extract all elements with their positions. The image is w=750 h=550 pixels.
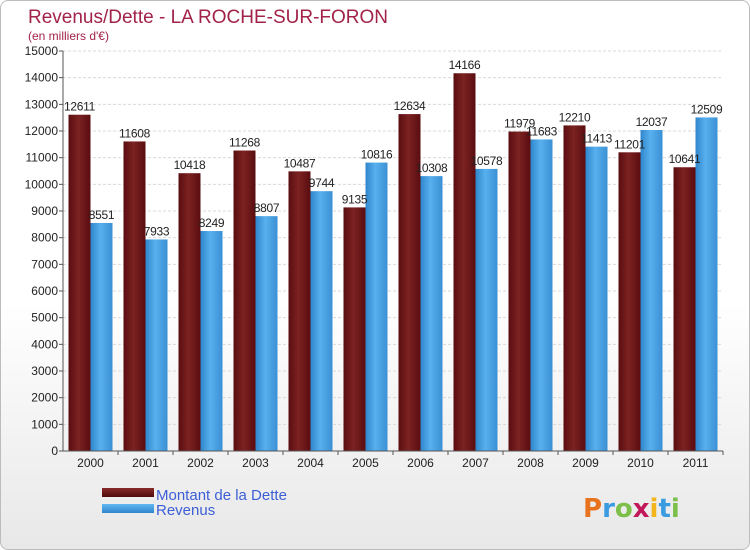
bar-dette xyxy=(618,152,641,451)
legend-label-dette: Montant de la Dette xyxy=(156,487,287,504)
y-tick-label: 10000 xyxy=(25,177,59,191)
data-label: 11201 xyxy=(614,137,646,151)
bar-revenus xyxy=(420,176,443,451)
y-tick-label: 1000 xyxy=(31,417,58,431)
x-tick-label: 2004 xyxy=(297,456,324,470)
bar-dette xyxy=(343,207,366,451)
bar-dette xyxy=(68,114,91,451)
bar-dette xyxy=(563,125,586,452)
data-labels: 12611 8551 11608 7933 10418 8249 11268 8807 1048… xyxy=(64,58,723,238)
x-tick-label: 2001 xyxy=(132,456,159,470)
chart-title: Revenus/Dette - LA ROCHE-SUR-FORON xyxy=(28,7,388,28)
bar-dette xyxy=(233,150,256,451)
y-tick-label: 13000 xyxy=(25,97,59,111)
bar-dette xyxy=(398,114,421,452)
data-label: 14166 xyxy=(449,58,481,72)
y-axis-ticks: 0 1000 2000 3000 4000 5000 6000 7000 8000 9000 100… xyxy=(25,44,63,458)
bar-dette xyxy=(508,131,531,451)
y-tick-label: 8000 xyxy=(31,231,58,245)
legend-swatch-revenus xyxy=(102,504,154,513)
x-tick-label: 2008 xyxy=(517,456,544,470)
bar-dette xyxy=(288,171,311,451)
x-tick-label: 2003 xyxy=(242,456,269,470)
y-tick-label: 0 xyxy=(51,444,58,458)
data-label: 10578 xyxy=(471,154,503,168)
y-tick-label: 9000 xyxy=(31,204,58,218)
y-tick-label: 2000 xyxy=(31,391,58,405)
y-tick-label: 3000 xyxy=(31,364,58,378)
x-tick-label: 2000 xyxy=(77,456,104,470)
x-tick-label: 2002 xyxy=(187,456,214,470)
gridlines xyxy=(63,50,723,452)
data-label: 11979 xyxy=(504,117,536,131)
data-label: 11268 xyxy=(229,136,261,150)
data-label: 11413 xyxy=(581,132,613,146)
data-label: 10641 xyxy=(669,152,701,166)
x-tick-label: 2009 xyxy=(572,456,599,470)
data-label: 10487 xyxy=(284,156,316,170)
legend-label-revenus: Revenus xyxy=(156,502,215,519)
chart-subtitle: (en milliers d'€) xyxy=(28,29,109,43)
y-tick-label: 6000 xyxy=(31,284,58,298)
data-label: 12509 xyxy=(691,102,723,116)
bar-revenus xyxy=(365,162,388,451)
bar-dette xyxy=(453,73,476,452)
bar-dette xyxy=(673,167,696,452)
bar-revenus xyxy=(200,231,223,451)
data-label: 12634 xyxy=(394,99,426,113)
y-tick-label: 4000 xyxy=(31,337,58,351)
data-label: 7933 xyxy=(144,224,170,238)
y-tick-label: 14000 xyxy=(25,71,59,85)
data-label: 12611 xyxy=(64,100,96,114)
bar-revenus xyxy=(640,130,663,451)
bar-revenus xyxy=(585,146,608,452)
bar-revenus xyxy=(475,168,498,452)
data-label: 10816 xyxy=(361,148,393,162)
data-label: 8249 xyxy=(199,216,225,230)
y-tick-label: 5000 xyxy=(31,311,58,325)
data-label: 11683 xyxy=(526,124,558,138)
svg-text:Proxiti: Proxiti xyxy=(583,494,680,524)
proxiti-logo: Proxiti xyxy=(583,494,680,524)
bar-dette xyxy=(178,173,201,452)
bar-revenus xyxy=(530,139,553,451)
legend: Montant de la Dette Revenus xyxy=(102,487,287,519)
bar-revenus xyxy=(90,222,113,451)
x-axis-ticks: 2000 2001 2002 2003 2004 2005 2006 2007 2008 2009… xyxy=(77,451,724,470)
bar-dette xyxy=(123,141,146,451)
y-tick-label: 12000 xyxy=(25,124,59,138)
data-label: 9744 xyxy=(309,176,335,190)
data-label: 10418 xyxy=(174,158,206,172)
legend-swatch-dette xyxy=(102,488,154,497)
bars xyxy=(68,73,718,452)
bar-revenus xyxy=(145,239,168,451)
x-tick-label: 2006 xyxy=(407,456,434,470)
y-tick-label: 15000 xyxy=(25,44,59,58)
bar-revenus xyxy=(695,117,718,451)
y-tick-label: 11000 xyxy=(26,151,59,165)
bar-revenus xyxy=(255,216,278,451)
y-tick-label: 7000 xyxy=(31,257,58,271)
data-label: 10308 xyxy=(416,161,448,175)
data-label: 12037 xyxy=(636,115,668,129)
data-label: 8551 xyxy=(89,208,115,222)
x-tick-label: 2011 xyxy=(683,456,709,470)
x-tick-label: 2007 xyxy=(462,456,489,470)
x-tick-label: 2010 xyxy=(627,456,654,470)
bar-revenus xyxy=(310,191,333,451)
data-label: 11608 xyxy=(119,126,151,140)
x-tick-label: 2005 xyxy=(352,456,379,470)
data-label: 12210 xyxy=(559,110,591,124)
data-label: 8807 xyxy=(254,201,280,215)
data-label: 9135 xyxy=(342,192,368,206)
